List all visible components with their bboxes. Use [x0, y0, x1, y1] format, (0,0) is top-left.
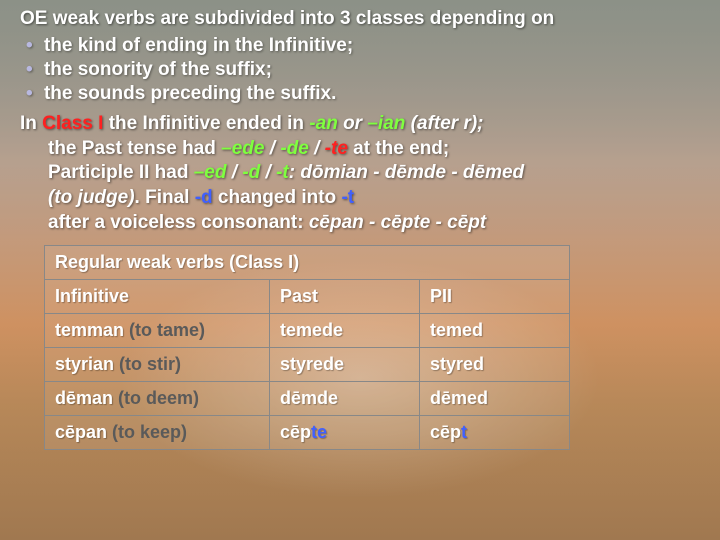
infinitive: dēman — [55, 388, 113, 408]
text: In — [20, 113, 42, 134]
text: after a voiceless consonant: — [48, 212, 309, 233]
suffix-an: -an — [309, 113, 338, 134]
text: the Past tense had — [48, 138, 221, 159]
list-item: the kind of ending in the Infinitive; — [26, 34, 700, 58]
text: . Final — [135, 187, 195, 208]
gloss: (to deem) — [113, 388, 199, 408]
list-item: the sonority of the suffix; — [26, 58, 700, 82]
pii: temed — [430, 320, 483, 340]
pii: styred — [430, 354, 484, 374]
infinitive: temman — [55, 320, 124, 340]
text: / — [260, 162, 276, 183]
infinitive: styrian — [55, 354, 114, 374]
past: cēp — [280, 422, 311, 442]
class1-paragraph: In Class I the Infinitive ended in -an o… — [20, 112, 700, 235]
text: or — [338, 113, 368, 134]
class-label: Class I — [42, 113, 103, 134]
pii: cēp — [430, 422, 461, 442]
slide-content: OE weak verbs are subdivided into 3 clas… — [0, 0, 720, 458]
suffix-d: -d — [242, 162, 260, 183]
example-domian: dōmian - dēmde - dēmed — [300, 162, 524, 183]
table-row: cēpan (to keep) cēpte cēpt — [45, 416, 570, 450]
gloss: (to judge) — [48, 187, 135, 208]
gloss: (to tame) — [124, 320, 205, 340]
table-row: temman (to tame) temede temed — [45, 314, 570, 348]
col-header-infinitive: Infinitive — [45, 280, 270, 314]
text: / — [226, 162, 242, 183]
text: the Infinitive ended in — [103, 113, 309, 134]
text: : — [289, 162, 301, 183]
past: dēmde — [280, 388, 338, 408]
table-row: dēman (to deem) dēmde dēmed — [45, 382, 570, 416]
infinitive: cēpan — [55, 422, 107, 442]
text: / — [264, 138, 280, 159]
pii-t: t — [461, 422, 467, 442]
example-cepan: cēpan - cēpte - cēpt — [309, 212, 486, 233]
suffix-de: -de — [280, 138, 309, 159]
text: / — [309, 138, 325, 159]
intro-heading: OE weak verbs are subdivided into 3 clas… — [20, 8, 700, 30]
text: (after r); — [405, 113, 483, 134]
list-item: the sounds preceding the suffix. — [26, 82, 700, 106]
past: styrede — [280, 354, 344, 374]
criteria-list: the kind of ending in the Infinitive; th… — [26, 34, 700, 106]
table-title: Regular weak verbs (Class I) — [45, 246, 570, 280]
pii: dēmed — [430, 388, 488, 408]
text: changed into — [213, 187, 342, 208]
gloss: (to stir) — [114, 354, 181, 374]
gloss: (to keep) — [107, 422, 187, 442]
weak-verbs-table: Regular weak verbs (Class I) Infinitive … — [44, 245, 570, 450]
col-header-pii: PII — [420, 280, 570, 314]
table-row: styrian (to stir) styrede styred — [45, 348, 570, 382]
suffix-t: -t — [276, 162, 289, 183]
col-header-past: Past — [270, 280, 420, 314]
suffix-ian: –ian — [367, 113, 405, 134]
past: temede — [280, 320, 343, 340]
past-t: te — [311, 422, 327, 442]
text: at the end; — [348, 138, 449, 159]
d-blue: -d — [195, 187, 213, 208]
text: Participle II had — [48, 162, 194, 183]
suffix-ede: –ede — [221, 138, 264, 159]
suffix-te: -te — [325, 138, 348, 159]
t-blue: -t — [341, 187, 354, 208]
suffix-ed: –ed — [194, 162, 227, 183]
